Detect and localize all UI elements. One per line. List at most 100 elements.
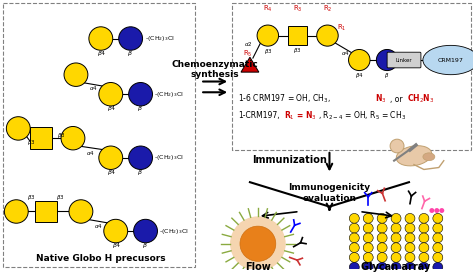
Text: $\beta$4: $\beta$4 [107, 104, 117, 113]
Circle shape [405, 223, 415, 233]
Circle shape [349, 243, 359, 253]
Text: Native Globo H precusors: Native Globo H precusors [36, 254, 165, 263]
Text: , R$_{2-4}$ = OH, R$_5$ = CH$_3$: , R$_{2-4}$ = OH, R$_5$ = CH$_3$ [318, 110, 406, 122]
Text: -(CH$_2$)$_3$Cl: -(CH$_2$)$_3$Cl [155, 153, 184, 162]
Text: 1-6 CRM197 = OH, CH$_3$,: 1-6 CRM197 = OH, CH$_3$, [238, 93, 331, 105]
Circle shape [405, 233, 415, 243]
Text: R$_2$: R$_2$ [323, 4, 332, 14]
Circle shape [348, 50, 370, 71]
Circle shape [391, 262, 401, 272]
Circle shape [257, 25, 279, 46]
Circle shape [434, 208, 439, 213]
Circle shape [419, 243, 429, 253]
Text: $\beta$: $\beta$ [142, 241, 147, 250]
Text: $\beta$3: $\beta$3 [57, 131, 65, 140]
Circle shape [99, 82, 123, 106]
Text: $\beta$4: $\beta$4 [112, 241, 121, 250]
Circle shape [433, 223, 443, 233]
Text: -(CH$_2$)$_3$Cl: -(CH$_2$)$_3$Cl [155, 90, 184, 99]
Circle shape [419, 272, 429, 274]
Ellipse shape [396, 146, 432, 166]
Circle shape [104, 219, 128, 243]
Text: 1-CRM197,: 1-CRM197, [238, 111, 280, 120]
Text: $\alpha$4: $\alpha$4 [94, 222, 103, 230]
Text: Immunization: Immunization [252, 155, 327, 165]
Circle shape [118, 27, 143, 50]
Text: -(CH$_2$)$_3$Cl: -(CH$_2$)$_3$Cl [145, 34, 174, 43]
Circle shape [363, 233, 373, 243]
Circle shape [377, 253, 387, 262]
Circle shape [128, 146, 153, 170]
Circle shape [433, 262, 443, 272]
Circle shape [405, 243, 415, 253]
Circle shape [391, 223, 401, 233]
Text: R$_3$: R$_3$ [293, 4, 302, 14]
Polygon shape [241, 57, 259, 72]
Text: $\beta$: $\beta$ [384, 71, 390, 80]
Circle shape [363, 262, 373, 272]
Circle shape [349, 253, 359, 262]
Circle shape [433, 253, 443, 262]
Text: R$_5$: R$_5$ [243, 49, 253, 59]
Text: $\alpha$4: $\alpha$4 [90, 84, 98, 92]
Circle shape [391, 233, 401, 243]
Text: CRM197: CRM197 [438, 58, 464, 62]
Bar [288, 26, 308, 45]
Circle shape [377, 223, 387, 233]
Text: $\beta$3: $\beta$3 [27, 193, 36, 202]
Circle shape [377, 243, 387, 253]
Circle shape [64, 63, 88, 86]
Circle shape [391, 243, 401, 253]
Circle shape [390, 139, 404, 153]
Circle shape [419, 233, 429, 243]
Circle shape [391, 272, 401, 274]
Circle shape [433, 272, 443, 274]
Ellipse shape [423, 153, 435, 161]
Circle shape [419, 213, 429, 223]
Text: $\beta$3: $\beta$3 [27, 138, 36, 147]
Circle shape [363, 272, 373, 274]
Circle shape [89, 27, 113, 50]
Text: $\beta$4: $\beta$4 [107, 168, 117, 177]
Text: N$_3$: N$_3$ [375, 93, 387, 105]
Circle shape [433, 213, 443, 223]
Text: R$_1$: R$_1$ [337, 23, 346, 33]
Circle shape [363, 223, 373, 233]
Circle shape [376, 50, 398, 71]
Circle shape [317, 25, 338, 46]
Text: Flow: Flow [245, 262, 271, 272]
Circle shape [61, 127, 85, 150]
Text: $\beta$: $\beta$ [137, 168, 143, 177]
Circle shape [99, 146, 123, 170]
Text: Chemoenzymatic
synthesis: Chemoenzymatic synthesis [172, 60, 258, 79]
Bar [35, 201, 57, 222]
Circle shape [349, 272, 359, 274]
Circle shape [419, 223, 429, 233]
Text: $\beta$3: $\beta$3 [264, 47, 272, 56]
Circle shape [405, 272, 415, 274]
Circle shape [377, 213, 387, 223]
Circle shape [433, 243, 443, 253]
Text: $\alpha$2: $\alpha$2 [245, 40, 253, 48]
Circle shape [4, 200, 28, 223]
Circle shape [391, 253, 401, 262]
Circle shape [69, 200, 93, 223]
Circle shape [377, 272, 387, 274]
Text: $\alpha$4: $\alpha$4 [341, 49, 350, 57]
Circle shape [349, 223, 359, 233]
Circle shape [128, 82, 153, 106]
Text: $\beta$4: $\beta$4 [355, 71, 364, 80]
Circle shape [349, 262, 359, 272]
Circle shape [363, 253, 373, 262]
Circle shape [439, 208, 444, 213]
Circle shape [363, 213, 373, 223]
Circle shape [349, 233, 359, 243]
Circle shape [391, 213, 401, 223]
Circle shape [419, 253, 429, 262]
Text: $\beta$4: $\beta$4 [97, 49, 107, 58]
Text: R$_1$ = N$_3$: R$_1$ = N$_3$ [284, 110, 317, 122]
Circle shape [349, 213, 359, 223]
Circle shape [134, 219, 157, 243]
Circle shape [419, 262, 429, 272]
FancyBboxPatch shape [387, 52, 421, 68]
